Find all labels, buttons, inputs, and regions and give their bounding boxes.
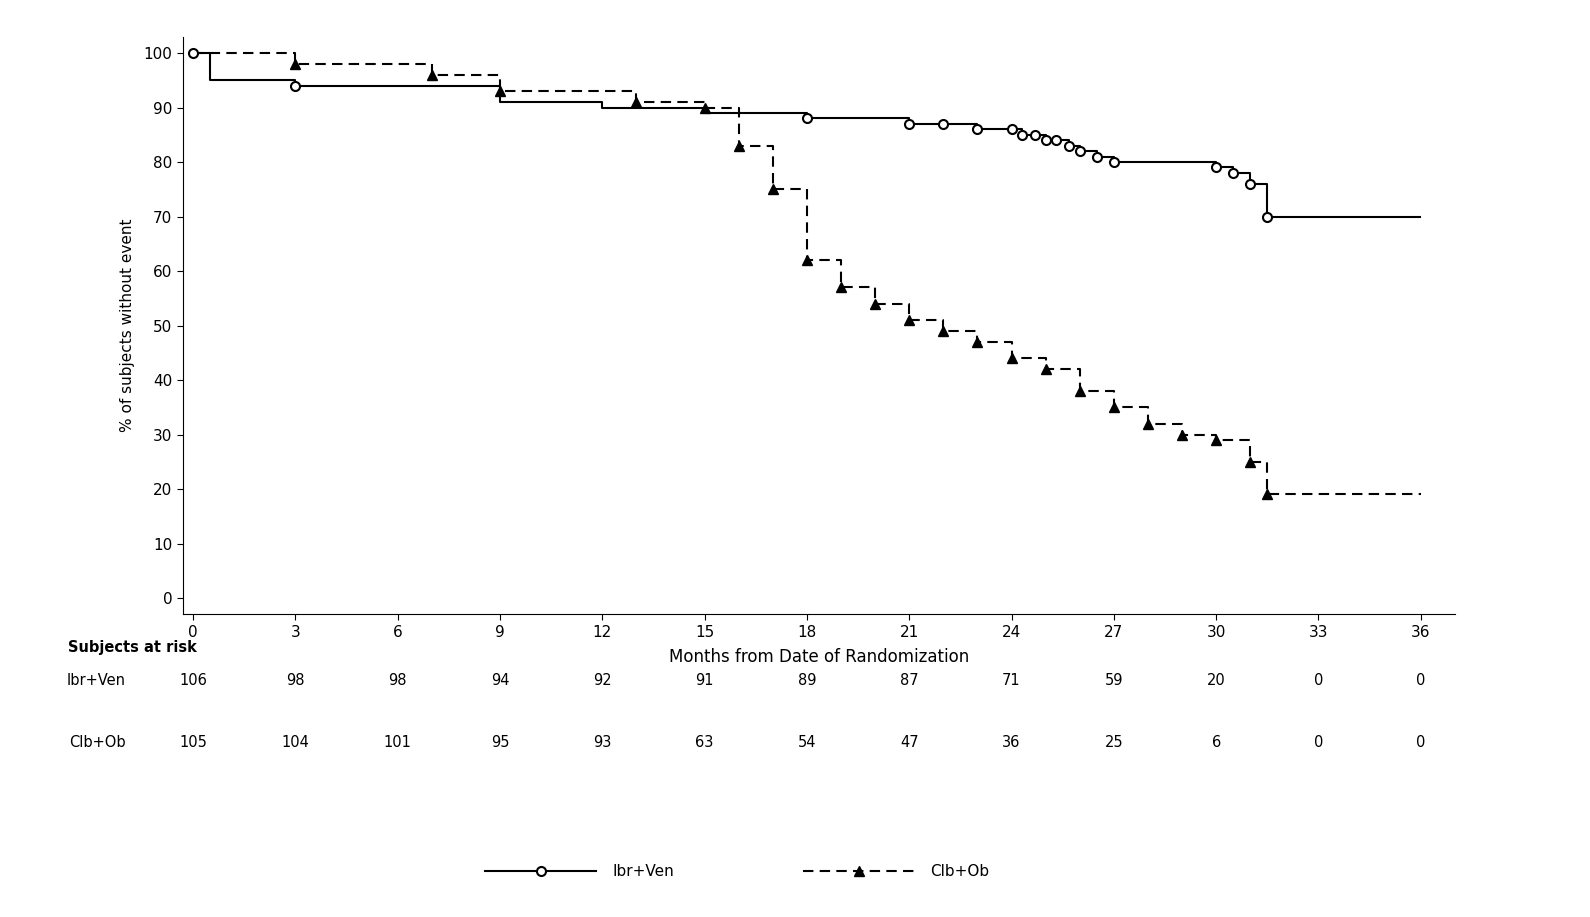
Text: 104: 104: [281, 735, 310, 750]
Text: 54: 54: [798, 735, 816, 750]
Text: 89: 89: [798, 673, 816, 689]
Text: 25: 25: [1105, 735, 1123, 750]
Text: 63: 63: [695, 735, 714, 750]
Text: 6: 6: [1212, 735, 1221, 750]
Text: 71: 71: [1002, 673, 1021, 689]
Text: 91: 91: [695, 673, 714, 689]
Text: 105: 105: [180, 735, 207, 750]
Text: 36: 36: [1002, 735, 1021, 750]
Text: 106: 106: [180, 673, 207, 689]
Text: Subjects at risk: Subjects at risk: [68, 640, 197, 655]
Text: 59: 59: [1105, 673, 1123, 689]
Text: Clb+Ob: Clb+Ob: [930, 864, 989, 878]
Text: 98: 98: [388, 673, 407, 689]
Text: 47: 47: [900, 735, 919, 750]
Text: Ibr+Ven: Ibr+Ven: [612, 864, 674, 878]
Text: 98: 98: [286, 673, 305, 689]
Text: 93: 93: [593, 735, 612, 750]
Text: 0: 0: [1417, 673, 1426, 689]
Text: 95: 95: [491, 735, 509, 750]
Text: Clb+Ob: Clb+Ob: [68, 735, 126, 750]
Text: 101: 101: [383, 735, 412, 750]
Text: 0: 0: [1417, 735, 1426, 750]
Text: 94: 94: [491, 673, 509, 689]
Text: 0: 0: [1313, 673, 1323, 689]
Text: 87: 87: [900, 673, 919, 689]
Text: 92: 92: [593, 673, 612, 689]
Text: 0: 0: [1313, 735, 1323, 750]
Text: Ibr+Ven: Ibr+Ven: [67, 673, 126, 689]
X-axis label: Months from Date of Randomization: Months from Date of Randomization: [669, 648, 968, 666]
Y-axis label: % of subjects without event: % of subjects without event: [121, 219, 135, 432]
Text: 20: 20: [1207, 673, 1226, 689]
